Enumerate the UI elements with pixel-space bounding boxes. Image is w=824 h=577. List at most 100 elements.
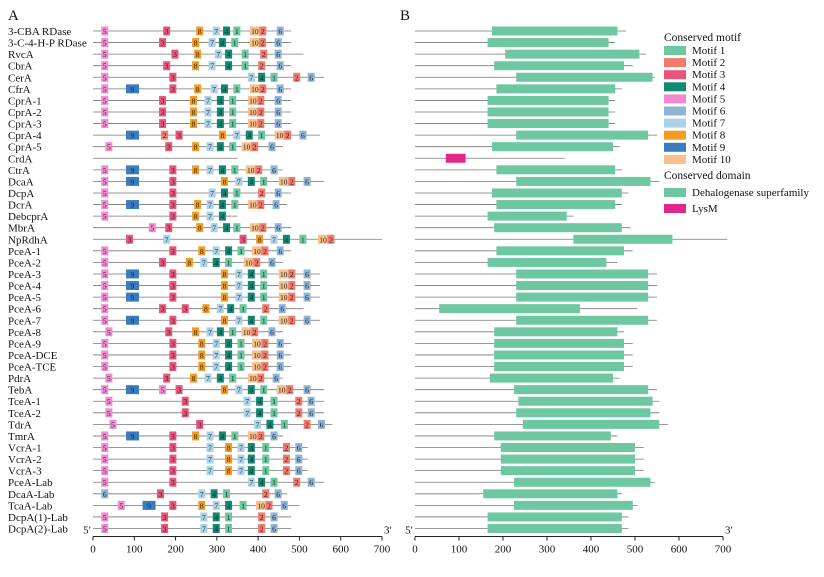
motif-number: 4: [229, 305, 233, 314]
motif-box: [249, 84, 260, 94]
motif-box: [101, 477, 109, 487]
domain-box: [500, 454, 635, 464]
motif-box: [223, 223, 231, 233]
motif-number: 3: [171, 85, 175, 94]
motif-box: [288, 315, 296, 325]
x-tick-label: 600: [332, 544, 349, 556]
domain-box: [494, 350, 624, 360]
legend-label: Motif 1: [692, 45, 725, 57]
motif-number: 8: [223, 282, 227, 291]
motif-box: [303, 176, 311, 186]
motif-box: [169, 176, 177, 186]
motif-box: [262, 466, 270, 476]
domain-box: [492, 188, 622, 198]
motif-box: [241, 49, 249, 59]
motif-number: 1: [235, 85, 239, 94]
domain-box: [500, 443, 635, 453]
motif-number: 10: [249, 108, 257, 117]
motif-box: [258, 130, 266, 140]
motif-box: [274, 188, 282, 198]
motif-number: 10: [249, 96, 257, 105]
five-prime-label: 5′: [405, 525, 413, 537]
motif-number: 5: [103, 85, 107, 94]
motif-number: 6: [276, 189, 280, 198]
motif-number: 7: [216, 50, 220, 59]
x-tick-label: 600: [671, 544, 688, 556]
motif-number: 8: [200, 501, 204, 510]
motif-box: [229, 327, 237, 337]
motif-number: 6: [270, 328, 274, 337]
motif-box: [212, 362, 220, 372]
motif-box: [261, 350, 269, 360]
motif-box: [225, 500, 233, 510]
motif-box: [241, 142, 252, 152]
motif-number: 5: [103, 50, 107, 59]
domain-box: [492, 26, 618, 36]
seq-label-a: PdrA: [8, 373, 31, 385]
legend-label: Dehalogenase superfamily: [692, 187, 809, 199]
motif-box: [126, 431, 140, 441]
motif-box: [276, 84, 284, 94]
motif-box: [212, 26, 220, 36]
motif-box: [247, 466, 255, 476]
motif-box: [198, 362, 206, 372]
motif-number: 4: [247, 131, 251, 140]
motif-box: [198, 338, 206, 348]
motif-box: [303, 315, 311, 325]
motif-box: [126, 176, 140, 186]
motif-number: 7: [208, 201, 212, 210]
x-tick-label: 0: [412, 544, 418, 556]
motif-box: [161, 512, 169, 522]
motif-number: 8: [200, 351, 204, 360]
motif-box: [101, 524, 109, 534]
motif-box: [237, 350, 245, 360]
motif-box: [126, 200, 140, 210]
motif-number: 4: [223, 85, 227, 94]
motif-box: [101, 454, 109, 464]
motif-number: 1: [241, 305, 245, 314]
domain-box: [496, 84, 616, 94]
motif-box: [175, 385, 183, 395]
motif-box: [175, 130, 183, 140]
motif-number: 4: [227, 62, 231, 71]
motif-box: [284, 130, 292, 140]
seq-label-a: CbrA: [8, 61, 33, 73]
motif-number: 8: [192, 374, 196, 383]
motif-number: 2: [305, 420, 309, 429]
motif-box: [274, 130, 285, 140]
motif-box: [126, 292, 140, 302]
motif-box: [251, 338, 262, 348]
motif-box: [101, 61, 109, 71]
motif-box: [194, 49, 202, 59]
motif-number: 8: [194, 166, 198, 175]
seq-label-a: TdrA: [8, 419, 32, 431]
legend-swatch: [664, 46, 686, 55]
motif-number: 4: [249, 282, 253, 291]
motif-box: [225, 61, 233, 71]
motif-box: [247, 72, 255, 82]
seq-label-a: DebcprA: [8, 211, 48, 223]
domain-box: [487, 107, 609, 117]
motif-box: [200, 524, 208, 534]
motif-box: [235, 385, 243, 395]
motif-box: [101, 338, 109, 348]
motif-number: 6: [320, 420, 324, 429]
motif-number: 2: [285, 467, 289, 476]
motif-number: 1: [231, 108, 235, 117]
motif-box: [231, 38, 239, 48]
motif-number: 5: [103, 386, 107, 395]
motif-number: 1: [262, 177, 266, 186]
motif-box: [212, 246, 220, 256]
domain-box: [494, 338, 624, 348]
panel-a-label: A: [8, 8, 19, 24]
motif-number: 7: [206, 108, 210, 117]
motif-box: [220, 176, 228, 186]
motif-box: [239, 304, 247, 314]
motif-box: [257, 431, 265, 441]
domain-box: [516, 315, 649, 325]
motif-box: [206, 466, 214, 476]
motif-number: 9: [131, 131, 135, 140]
motif-number: 6: [103, 490, 107, 499]
motif-box: [266, 419, 274, 429]
motif-box: [241, 61, 249, 71]
